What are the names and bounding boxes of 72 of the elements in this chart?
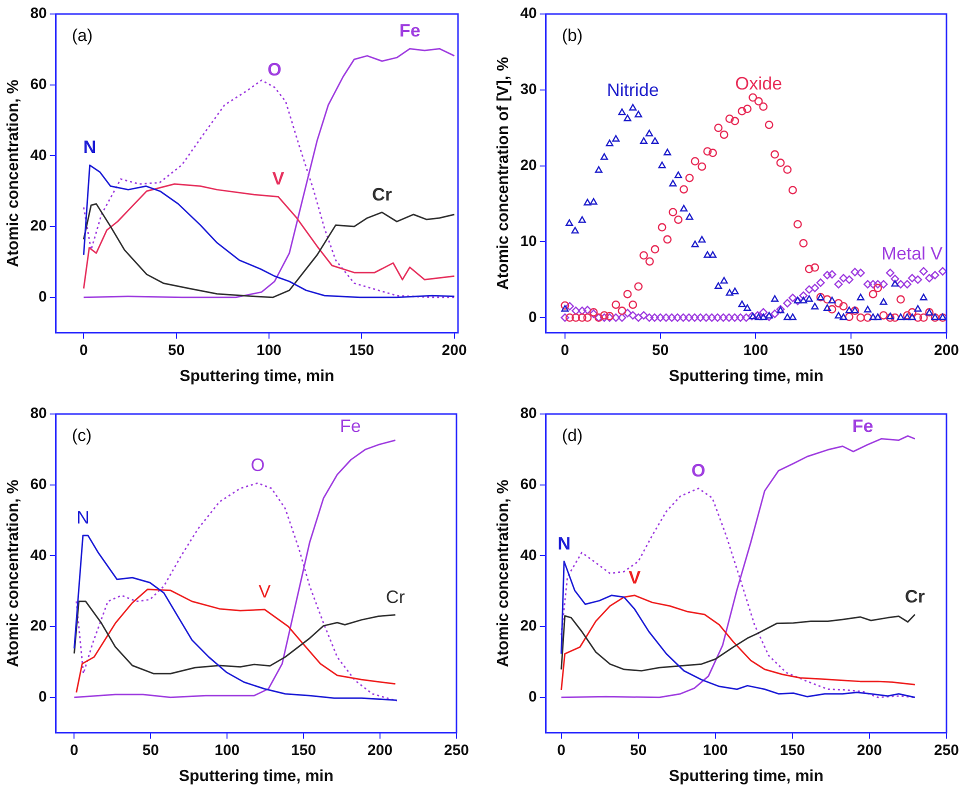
x-tick-label: 100	[214, 742, 240, 759]
x-axis-title: Sputtering time, min	[668, 768, 824, 785]
series-label: O	[691, 460, 706, 480]
x-axis-title: Sputtering time, min	[668, 368, 824, 385]
series-label: Oxide	[735, 73, 782, 94]
series-label: N	[558, 533, 571, 554]
x-tick-label: 0	[557, 742, 566, 759]
x-tick-label: 50	[142, 742, 160, 759]
x-tick-label: 100	[256, 342, 282, 359]
y-tick-label: 40	[30, 146, 47, 164]
x-axis-title: Sputtering time, min	[180, 368, 334, 385]
series-label: Fe	[852, 416, 874, 436]
y-tick-label: 60	[520, 476, 537, 493]
y-tick-label: 30	[520, 81, 537, 98]
x-tick-label: 150	[349, 342, 374, 359]
x-tick-label: 200	[442, 342, 467, 359]
y-axis-title: Atomic concentration of [V], %	[495, 56, 512, 290]
series-label: O	[268, 59, 282, 80]
annotation: (d)	[562, 426, 583, 446]
y-tick-label: 0	[528, 688, 537, 706]
x-tick-label: 50	[652, 342, 669, 359]
annotation: (a)	[72, 26, 93, 46]
series-label: Cr	[372, 184, 392, 204]
x-tick-label: 250	[934, 742, 959, 759]
x-tick-label: 250	[444, 742, 469, 759]
y-tick-label: 20	[520, 618, 537, 635]
x-tick-label: 0	[80, 342, 88, 359]
series-label: Metal V	[881, 243, 942, 264]
y-tick-label: 80	[30, 5, 47, 22]
y-axis-title: Atomic concentration, %	[5, 480, 22, 668]
x-tick-label: 0	[560, 342, 570, 359]
series-label: V	[628, 567, 641, 588]
y-tick-label: 40	[520, 546, 537, 564]
series-label: N	[76, 507, 90, 528]
series-label: O	[250, 455, 265, 476]
series-label: Nitride	[606, 80, 659, 100]
series-label: Cr	[904, 586, 925, 606]
x-tick-label: 50	[630, 742, 647, 759]
x-tick-label: 100	[702, 742, 728, 759]
series-label: V	[272, 168, 284, 189]
x-tick-label: 200	[934, 342, 959, 359]
x-axis-title: Sputtering time, min	[178, 768, 334, 785]
y-tick-label: 60	[30, 476, 47, 493]
y-tick-label: 60	[30, 76, 47, 93]
x-tick-label: 200	[368, 742, 393, 759]
y-tick-label: 10	[520, 232, 537, 250]
annotation: (c)	[72, 426, 92, 446]
y-tick-label: 0	[38, 688, 47, 706]
x-tick-label: 100	[743, 342, 768, 359]
y-tick-label: 0	[528, 308, 537, 326]
x-tick-label: 200	[856, 742, 882, 759]
x-tick-label: 0	[70, 742, 78, 759]
series-label: Fe	[340, 416, 361, 436]
y-tick-label: 20	[30, 618, 47, 635]
x-tick-label: 150	[838, 342, 864, 359]
series-label: N	[83, 137, 96, 158]
series-label: Cr	[386, 586, 405, 607]
y-axis-title: Atomic concentration, %	[5, 80, 22, 268]
y-axis-title: Atomic concentration, %	[495, 480, 512, 668]
x-tick-label: 150	[780, 742, 805, 759]
y-tick-label: 40	[520, 5, 537, 22]
x-tick-label: 150	[291, 742, 316, 759]
y-tick-label: 20	[520, 156, 537, 174]
y-tick-label: 20	[30, 218, 47, 235]
y-tick-label: 80	[30, 405, 47, 422]
x-tick-label: 50	[168, 342, 185, 359]
series-label: Fe	[399, 20, 420, 41]
y-tick-label: 0	[38, 288, 47, 306]
series-label: V	[258, 582, 271, 602]
annotation: (b)	[562, 26, 583, 46]
y-tick-label: 40	[30, 546, 47, 564]
y-tick-label: 80	[520, 405, 537, 422]
